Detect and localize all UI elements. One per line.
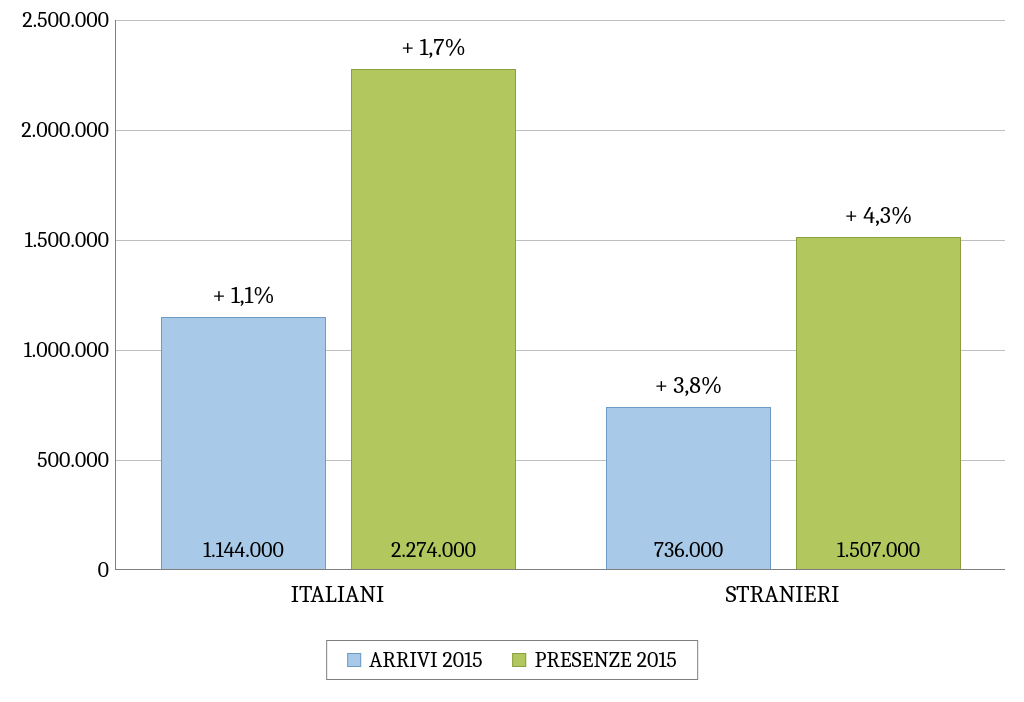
- bar-value-label: 736.000: [599, 537, 779, 563]
- bar-value-label: 2.274.000: [344, 537, 524, 563]
- legend-swatch: [513, 653, 527, 667]
- legend-item: PRESENZE 2015: [513, 647, 677, 673]
- legend-label: ARRIVI 2015: [369, 647, 482, 673]
- bar-value-label: 1.144.000: [154, 537, 334, 563]
- legend-swatch: [347, 653, 361, 667]
- y-tick-label: 0: [0, 557, 109, 583]
- legend-label: PRESENZE 2015: [535, 647, 677, 673]
- x-category-label: STRANIERI: [726, 580, 840, 608]
- gridline: [116, 130, 1005, 131]
- y-tick-label: 2.000.000: [0, 117, 109, 143]
- x-category-label: ITALIANI: [291, 580, 385, 608]
- legend-item: ARRIVI 2015: [347, 647, 482, 673]
- y-tick-label: 500.000: [0, 447, 109, 473]
- bar: [796, 237, 961, 569]
- gridline: [116, 20, 1005, 21]
- y-tick-label: 1.000.000: [0, 337, 109, 363]
- bar-value-label: 1.507.000: [789, 537, 969, 563]
- plot-area: 1.144.000 + 1,1% 2.274.000 + 1,7% 736.000 + 3…: [115, 20, 1005, 570]
- bar-chart: 1.144.000 + 1,1% 2.274.000 + 1,7% 736.000 + 3…: [10, 10, 1014, 692]
- bar: [351, 69, 516, 569]
- bar-percent-label: + 3,8%: [589, 371, 789, 399]
- bar-percent-label: + 1,1%: [144, 281, 344, 309]
- y-tick-label: 1.500.000: [0, 227, 109, 253]
- bar-percent-label: + 4,3%: [779, 201, 979, 229]
- bar-percent-label: + 1,7%: [334, 33, 534, 61]
- legend: ARRIVI 2015 PRESENZE 2015: [326, 640, 698, 680]
- y-tick-label: 2.500.000: [0, 7, 109, 33]
- bar: [161, 317, 326, 569]
